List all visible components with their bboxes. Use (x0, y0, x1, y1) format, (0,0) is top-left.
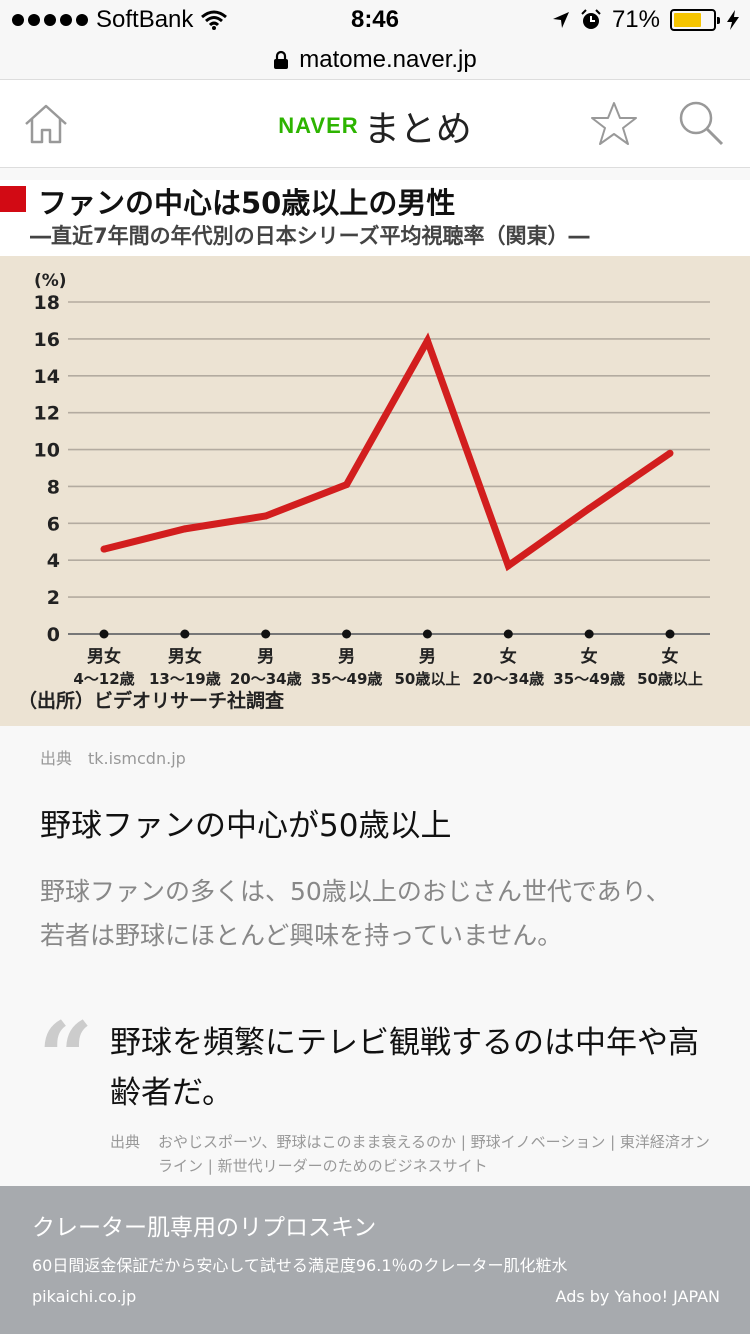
y-tick-label: 2 (47, 587, 60, 609)
battery-icon (670, 9, 720, 31)
data-point (423, 337, 431, 345)
y-tick-label: 16 (34, 329, 60, 351)
x-tick-label-age: 50歳以上 (637, 670, 703, 686)
lock-icon (274, 50, 289, 69)
x-tick-label-group: 女 (500, 646, 517, 667)
data-point (181, 525, 189, 533)
signal-icon (12, 14, 88, 26)
y-axis-unit: (%) (34, 271, 67, 291)
x-axis-dot (503, 629, 513, 639)
x-axis-dot (180, 629, 190, 639)
x-axis-dot (584, 629, 594, 639)
clock: 8:46 (350, 6, 400, 33)
data-point (666, 449, 674, 457)
charging-bolt-icon (727, 10, 739, 30)
y-tick-label: 8 (47, 476, 60, 498)
image-credit-link[interactable]: tk.ismcdn.jp (88, 749, 186, 768)
x-axis-dot (422, 629, 432, 639)
x-tick-label-group: 男 (338, 647, 355, 667)
data-point (585, 505, 593, 513)
y-tick-label: 14 (34, 366, 60, 388)
x-tick-label-age: 50歳以上 (394, 670, 460, 686)
site-header: NAVER まとめ (0, 80, 750, 168)
brand-matome: まとめ (363, 109, 472, 150)
data-point (100, 545, 108, 553)
article-heading: 野球ファンの中心が50歳以上 (40, 808, 452, 844)
image-credit-label: 出典 (40, 749, 73, 768)
x-axis-dot (261, 629, 271, 639)
x-tick-label-group: 男 (419, 647, 436, 667)
ad-domain: pikaichi.co.jp (32, 1287, 137, 1306)
alarm-icon (581, 9, 601, 29)
location-arrow-icon (552, 12, 569, 28)
x-tick-label-age: 4〜12歳 (73, 670, 134, 686)
x-tick-label-age: 35〜49歳 (553, 670, 625, 686)
wifi-icon (201, 10, 228, 30)
y-tick-label: 4 (47, 550, 60, 572)
y-tick-label: 18 (34, 292, 60, 314)
address-bar[interactable]: matome.naver.jp (0, 40, 750, 80)
article-body: 野球ファンの多くは、50歳以上のおじさん世代であり、若者は野球にほとんど興味を持… (40, 877, 671, 950)
quote-icon: “ (38, 1001, 94, 1114)
quote-cite-link[interactable]: おやじスポーツ、野球はこのまま衰えるのか | 野球イノベーション | 東洋経済オ… (158, 1133, 710, 1175)
ad-title[interactable]: クレーター肌専用のリプロスキン (32, 1215, 377, 1241)
home-icon[interactable] (22, 100, 70, 148)
x-tick-label-age: 13〜19歳 (149, 670, 221, 686)
quote-cite-label: 出典 (110, 1133, 141, 1151)
x-axis-dot (665, 629, 675, 639)
x-tick-label-group: 男女 (87, 646, 121, 667)
data-point (262, 512, 270, 520)
x-tick-label-group: 男 (257, 647, 274, 667)
x-tick-label-group: 女 (662, 646, 679, 667)
chart-header: ファンの中心は50歳以上の男性 ―直近7年間の年代別の日本シリーズ平均視聴率（関… (0, 180, 750, 256)
y-tick-label: 10 (34, 440, 60, 462)
series-line (103, 332, 672, 572)
x-tick-label-group: 男女 (168, 646, 202, 667)
search-icon[interactable] (676, 98, 726, 148)
battery-percent: 71% (611, 6, 660, 33)
ad-banner[interactable]: クレーター肌専用のリプロスキン 60日間返金保証だから安心して試せる満足度96.… (0, 1186, 750, 1334)
line-chart: (%)024681012141618男女4〜12歳男女13〜19歳男20〜34歳… (34, 271, 710, 686)
quote-text: 野球を頻繁にテレビ観戦するのは中年や高齢者だ。 (110, 1025, 699, 1111)
x-tick-label-group: 女 (581, 646, 598, 667)
quote-citation: 出典 おやじスポーツ、野球はこのまま衰えるのか | 野球イノベーション | 東洋… (110, 1130, 710, 1178)
carrier-name: SoftBank (96, 6, 194, 33)
data-point (343, 481, 351, 489)
brand-naver: NAVER (278, 113, 359, 138)
title-marker (0, 186, 26, 212)
ad-description: 60日間返金保証だから安心して試せる満足度96.1％のクレーター肌化粧水 (32, 1256, 568, 1275)
url-text: matome.naver.jp (299, 45, 477, 73)
x-tick-label-age: 20〜34歳 (230, 670, 302, 686)
x-axis-dot (99, 629, 109, 639)
chart-source: （出所）ビデオリサーチ社調査 (18, 690, 285, 712)
status-right: 71% (552, 6, 740, 34)
x-tick-label-age: 20〜34歳 (472, 670, 544, 686)
y-tick-label: 12 (34, 403, 60, 425)
x-axis-dot (342, 629, 352, 639)
y-tick-label: 6 (47, 513, 60, 535)
status-bar: SoftBank 8:46 71% (0, 0, 750, 40)
y-tick-label: 0 (47, 624, 60, 646)
ad-provider[interactable]: Ads by Yahoo! JAPAN (555, 1287, 720, 1306)
favorite-star-icon[interactable] (590, 100, 638, 148)
carrier-area: SoftBank (12, 6, 228, 34)
chart-image: ファンの中心は50歳以上の男性 ―直近7年間の年代別の日本シリーズ平均視聴率（関… (0, 180, 750, 726)
chart-title: ファンの中心は50歳以上の男性 (38, 186, 456, 220)
site-logo[interactable]: NAVER まとめ (0, 100, 750, 152)
chart-subtitle: ―直近7年間の年代別の日本シリーズ平均視聴率（関東）― (30, 224, 590, 248)
image-credit: 出典 tk.ismcdn.jp (40, 745, 186, 769)
data-point (504, 562, 512, 570)
x-tick-label-age: 35〜49歳 (311, 670, 383, 686)
